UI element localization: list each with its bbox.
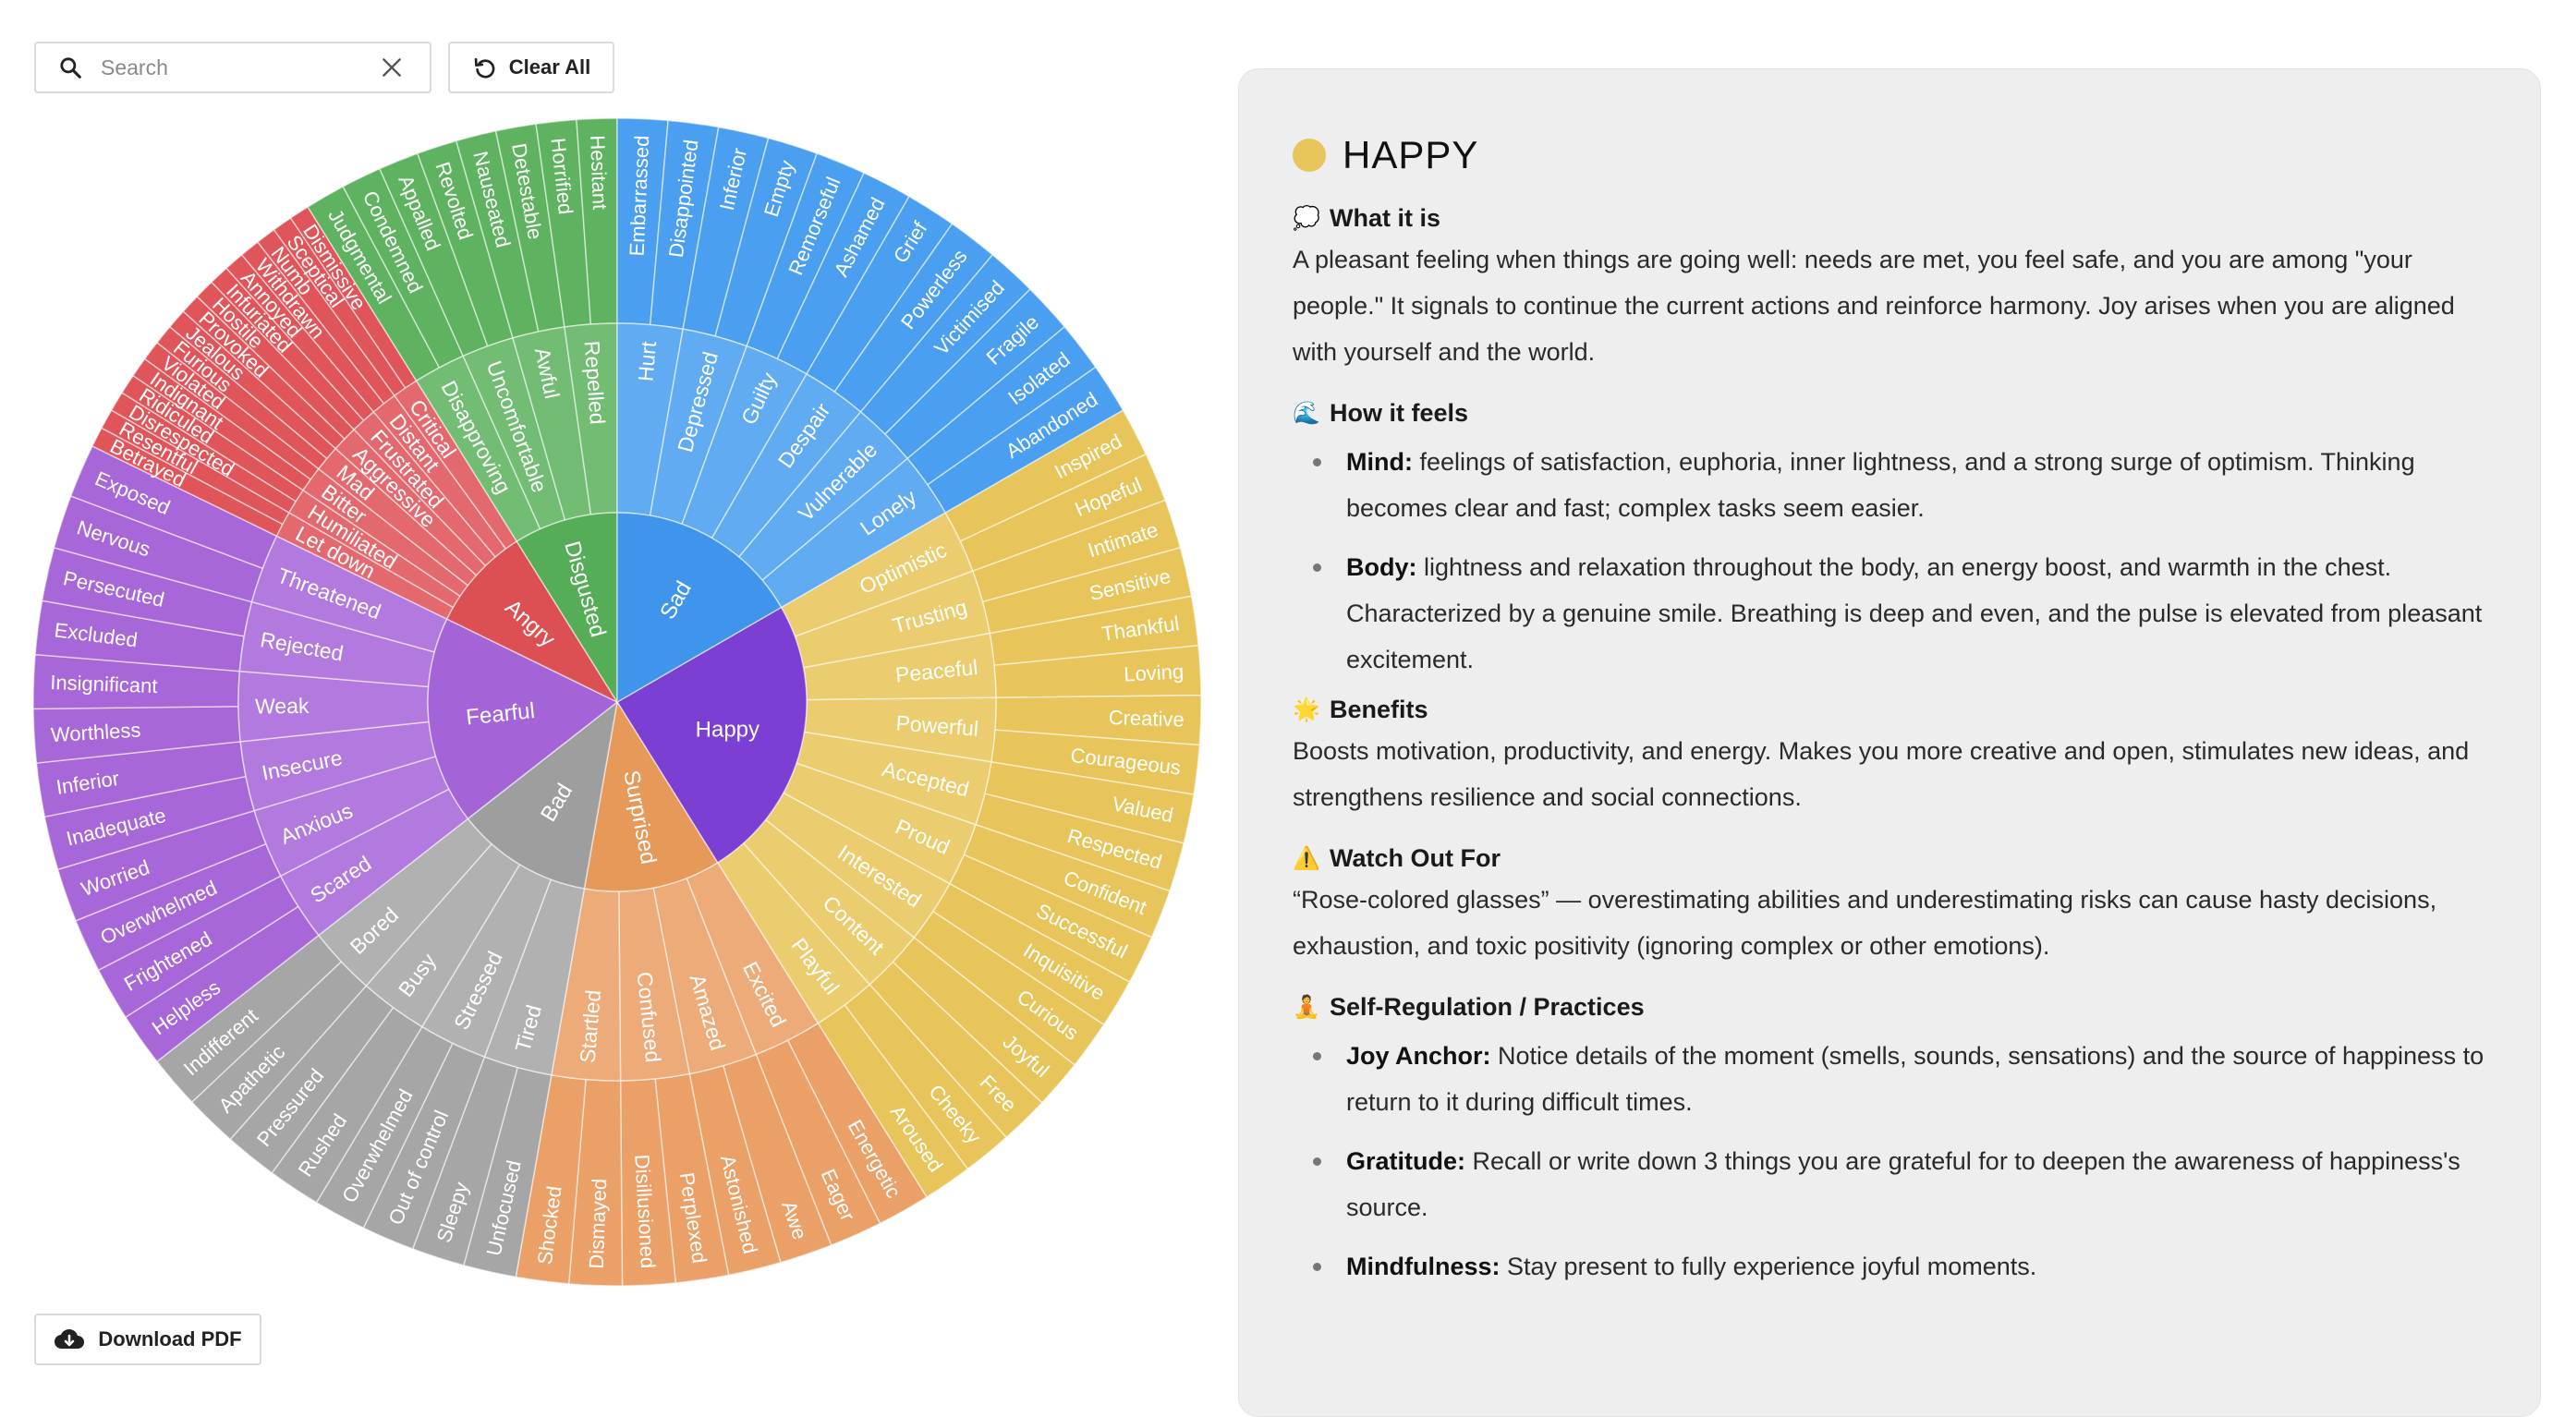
- section-heading: Watch Out For: [1330, 844, 1501, 872]
- outer-label[interactable]: Creative: [1108, 706, 1185, 732]
- outer-label[interactable]: Embarrassed: [626, 135, 654, 257]
- close-icon[interactable]: [380, 55, 404, 79]
- star-icon: 🌟: [1293, 697, 1320, 722]
- core-segment[interactable]: [467, 700, 619, 890]
- list-item: Body: lightness and relaxation throughou…: [1313, 544, 2503, 683]
- emotion-color-dot: [1293, 139, 1326, 172]
- section-text: Boosts motivation, productivity, and ene…: [1293, 737, 2470, 811]
- warning-icon: ⚠️: [1293, 846, 1320, 871]
- download-pdf-label: Download PDF: [98, 1327, 242, 1350]
- middle-label[interactable]: Hurt: [633, 340, 661, 382]
- core-segment[interactable]: [616, 512, 783, 704]
- core-segment[interactable]: [615, 606, 808, 864]
- outer-label[interactable]: Hesitant: [586, 135, 612, 211]
- thought-icon: 💭: [1293, 206, 1320, 231]
- outer-label[interactable]: Loving: [1124, 660, 1185, 685]
- section-heading: What it is: [1330, 204, 1440, 232]
- core-segment[interactable]: [583, 699, 719, 892]
- outer-label[interactable]: Worthless: [50, 719, 141, 747]
- section-heading: Benefits: [1330, 696, 1428, 723]
- section-what: 💭 What it is A pleasant feeling when thin…: [1293, 204, 2503, 375]
- search-box[interactable]: [34, 42, 431, 93]
- list-item: Mindfulness: Stay present to fully exper…: [1313, 1243, 2503, 1290]
- feelings-wheel[interactable]: InspiredHopefulIntimateSensitiveThankful…: [0, 0, 1229, 1312]
- meditation-icon: 🧘: [1293, 995, 1320, 1020]
- middle-label[interactable]: Weak: [255, 694, 310, 719]
- search-icon: [60, 57, 81, 79]
- core-label[interactable]: Happy: [696, 717, 759, 742]
- search-input[interactable]: [99, 54, 380, 81]
- reset-icon: [474, 57, 495, 79]
- section-watch: ⚠️ Watch Out For “Rose-colored glasses” —…: [1293, 844, 2503, 969]
- section-text: “Rose-colored glasses” — overestimating …: [1293, 886, 2437, 960]
- list-item: Mind: feelings of satisfaction, euphoria…: [1313, 439, 2503, 531]
- section-practices: 🧘 Self-Regulation / Practices Joy Anchor:…: [1293, 993, 2503, 1290]
- core-segment[interactable]: [445, 540, 620, 704]
- section-text: A pleasant feeling when things are going…: [1293, 246, 2455, 366]
- download-pdf-button[interactable]: Download PDF: [34, 1314, 261, 1365]
- wave-icon: 🌊: [1293, 401, 1320, 426]
- section-heading: Self-Regulation / Practices: [1330, 993, 1645, 1021]
- core-segment[interactable]: [427, 618, 619, 820]
- middle-label[interactable]: Repelled: [580, 340, 610, 425]
- emotion-title-text: HAPPY: [1343, 133, 1479, 176]
- cloud-download-icon: [55, 1328, 85, 1350]
- clear-all-label: Clear All: [508, 55, 591, 79]
- section-benefits: 🌟 Benefits Boosts motivation, productivit…: [1293, 696, 2503, 820]
- emotion-info-panel[interactable]: HAPPY 💭 What it is A pleasant feeling whe…: [1238, 68, 2541, 1417]
- outer-label[interactable]: Dismayed: [585, 1178, 612, 1269]
- section-feels: 🌊 How it feels Mind: feelings of satisfac…: [1293, 399, 2503, 683]
- list-item: Joy Anchor: Notice details of the moment…: [1313, 1033, 2503, 1125]
- core-segment[interactable]: [516, 512, 618, 705]
- emotion-title: HAPPY: [1293, 123, 2503, 188]
- list-item: Gratitude: Recall or write down 3 things…: [1313, 1138, 2503, 1230]
- outer-label[interactable]: Insignificant: [50, 671, 158, 697]
- section-heading: How it feels: [1330, 399, 1469, 427]
- clear-all-button[interactable]: Clear All: [448, 42, 614, 93]
